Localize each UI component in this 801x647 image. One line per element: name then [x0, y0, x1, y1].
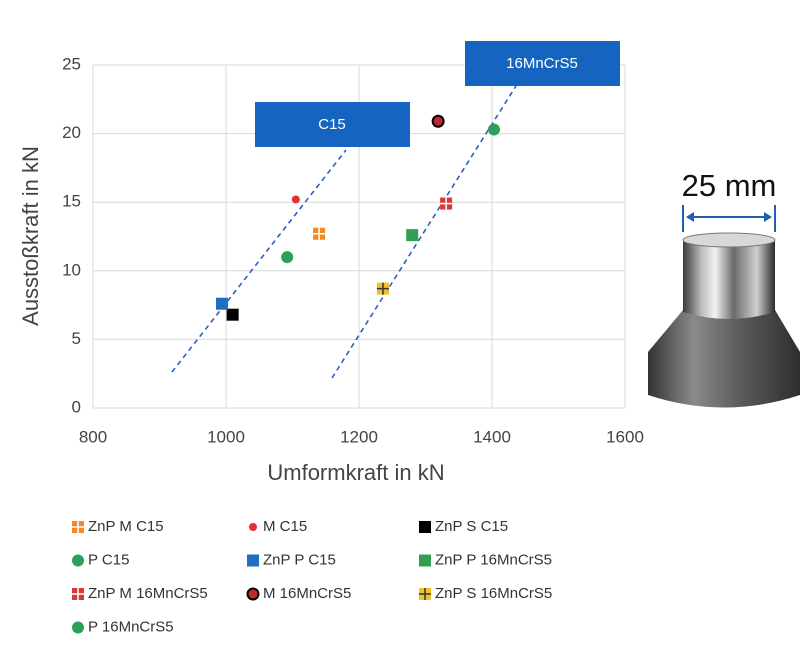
- marker-shape: [406, 229, 418, 241]
- photo: [648, 205, 800, 408]
- legend-label: ZnP S C15: [435, 518, 508, 535]
- y-axis-title: Ausstoßkraft in kN: [18, 146, 43, 326]
- data-point: [377, 283, 389, 295]
- data-point: [292, 195, 300, 203]
- data-point: [488, 123, 500, 135]
- marker-shape: [249, 523, 257, 531]
- photo-label: 25 mm: [682, 168, 777, 203]
- legend-label: P 16MnCrS5: [88, 618, 174, 635]
- marker-shape: [419, 521, 431, 533]
- y-tick-label: 20: [62, 123, 81, 142]
- y-tick-label: 15: [62, 192, 81, 211]
- legend-marker: [419, 588, 431, 600]
- marker-shape: [227, 309, 239, 321]
- legend-marker: [419, 555, 431, 567]
- legend-label: ZnP P 16MnCrS5: [435, 551, 552, 568]
- y-tick-label: 10: [62, 260, 81, 279]
- legend-label: M C15: [263, 518, 307, 535]
- y-tick-label: 0: [72, 397, 81, 416]
- y-tick-label: 5: [72, 329, 81, 348]
- legend-label: ZnP M C15: [88, 518, 164, 535]
- x-tick-label: 800: [79, 427, 107, 446]
- x-tick-label: 1400: [473, 427, 511, 446]
- marker-shape: [419, 555, 431, 567]
- legend-label: ZnP P C15: [263, 551, 336, 568]
- x-tick-label: 1600: [606, 427, 644, 446]
- data-point: [313, 228, 325, 240]
- marker-shape: [216, 298, 228, 310]
- x-axis-title: Umformkraft in kN: [267, 460, 444, 485]
- marker-shape: [433, 116, 444, 127]
- y-tick-label: 25: [62, 54, 81, 73]
- data-point: [433, 116, 444, 127]
- data-point: [227, 309, 239, 321]
- marker-shape: [248, 589, 259, 600]
- data-point: [440, 198, 452, 210]
- annotation: 16MnCrS5: [506, 55, 578, 72]
- legend-label: ZnP M 16MnCrS5: [88, 585, 208, 602]
- legend-marker: [419, 521, 431, 533]
- legend-marker: [72, 521, 84, 533]
- data-point: [406, 229, 418, 241]
- chart: C15 16MnCrS5 25 mm Umformkraft in kN Aus…: [0, 0, 801, 642]
- data-point: [216, 298, 228, 310]
- legend-label: P C15: [88, 551, 129, 568]
- annotation: C15: [318, 116, 346, 133]
- marker-shape: [488, 123, 500, 135]
- marker-shape: [72, 622, 84, 634]
- data-point: [281, 251, 293, 263]
- legend-marker: [248, 589, 259, 600]
- legend-marker: [72, 555, 84, 567]
- marker-shape: [247, 555, 259, 567]
- marker-shape: [292, 195, 300, 203]
- marker-shape: [281, 251, 293, 263]
- marker-shape: [72, 555, 84, 567]
- trend-line: [172, 150, 346, 372]
- legend-marker: [247, 555, 259, 567]
- x-tick-label: 1200: [340, 427, 378, 446]
- x-tick-label: 1000: [207, 427, 245, 446]
- legend-label: M 16MnCrS5: [263, 585, 351, 602]
- legend-label: ZnP S 16MnCrS5: [435, 585, 552, 602]
- legend-marker: [72, 622, 84, 634]
- legend-marker: [72, 588, 84, 600]
- legend-marker: [249, 523, 257, 531]
